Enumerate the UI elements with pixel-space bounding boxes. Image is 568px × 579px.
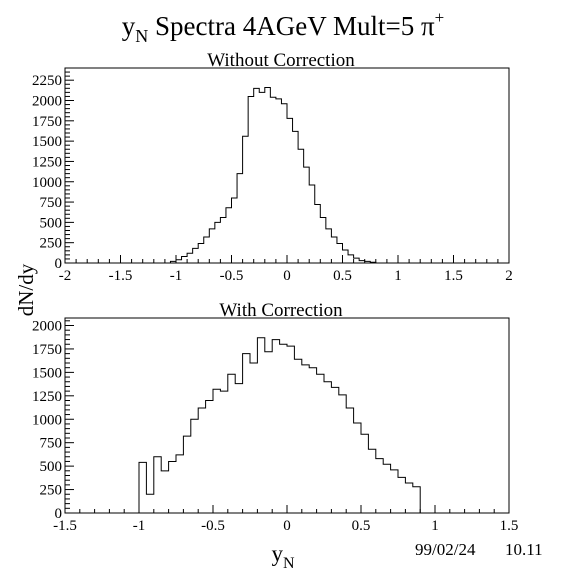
- y-tick-label: 250: [40, 236, 63, 252]
- y-tick-label: 2000: [32, 319, 62, 335]
- title-subscript: N: [135, 26, 148, 46]
- y-axis-label: dN/dy: [14, 263, 38, 316]
- y-tick-label: 2000: [32, 94, 62, 110]
- y-tick-label: 750: [40, 436, 63, 452]
- y-tick-label: 750: [40, 195, 63, 211]
- plot-frame: [64, 67, 510, 264]
- x-axis-label: yN: [271, 541, 295, 572]
- histogram-with-correction: [138, 337, 421, 513]
- x-tick-label: -1: [170, 268, 183, 284]
- x-tick-label: -0.5: [220, 268, 244, 284]
- plot-frame: [64, 317, 510, 514]
- x-tick-label: 0.5: [352, 518, 371, 534]
- title-superscript: +: [435, 8, 445, 27]
- xlabel-subscript: N: [283, 555, 295, 572]
- date-stamp: 99/02/24: [415, 540, 476, 559]
- x-tick-label: 0: [283, 518, 291, 534]
- x-tick-label: 1.5: [444, 268, 463, 284]
- x-tick-label: -1: [133, 518, 146, 534]
- x-tick-label: 0: [283, 268, 291, 284]
- y-tick-label: 0: [55, 256, 63, 272]
- y-tick-label: 1750: [32, 342, 62, 358]
- tick-labels: -1.5 -1 -0.5 0 0.5 1 1.5 0 250 500 750 1000 1250 1500…: [32, 319, 518, 535]
- tick-labels: -2 -1.5 -1 -0.5 0 0.5 1 1.5 2 0 250 500 750 1000 1250 1…: [32, 73, 513, 284]
- xlabel-y: y: [271, 541, 283, 566]
- y-tick-label: 1500: [32, 134, 62, 150]
- x-tick-label: 1: [394, 268, 402, 284]
- panel-with-correction: With Correction -1.5 -1 -0.5 0 0.5 1 1.5 0 250 50…: [32, 300, 518, 534]
- figure-title: yN Spectra 4AGeV Mult=5 π+: [122, 8, 444, 46]
- y-tick-label: 2250: [32, 73, 62, 89]
- histogram-without-correction: [169, 87, 377, 263]
- panel-without-correction: Without Correction -2 -1.5 -1 -0.5 0 0.5 1 1.5 2…: [32, 50, 513, 284]
- panel-title-with-correction: With Correction: [219, 300, 343, 321]
- time-stamp: 10.11: [505, 540, 543, 559]
- x-tick-label: -1.5: [53, 518, 77, 534]
- y-tick-label: 500: [40, 459, 63, 475]
- title-y: y: [122, 11, 136, 41]
- x-tick-label: 1: [431, 518, 439, 534]
- y-tick-label: 250: [40, 483, 63, 499]
- axis-ticks: [64, 320, 510, 514]
- title-text: Spectra 4AGeV Mult=5 π: [148, 11, 435, 41]
- x-tick-label: 0.5: [333, 268, 352, 284]
- y-tick-label: 1000: [32, 412, 62, 428]
- axis-ticks: [64, 67, 510, 264]
- y-tick-label: 1750: [32, 114, 62, 130]
- y-tick-label: 1500: [32, 365, 62, 381]
- x-tick-label: -1.5: [109, 268, 133, 284]
- x-tick-label: -2: [59, 268, 72, 284]
- x-tick-label: -0.5: [201, 518, 225, 534]
- y-tick-label: 1250: [32, 154, 62, 170]
- y-tick-label: 500: [40, 215, 63, 231]
- y-tick-label: 1250: [32, 389, 62, 405]
- y-tick-label: 1000: [32, 175, 62, 191]
- x-tick-label: 2: [505, 268, 513, 284]
- x-tick-label: 1.5: [500, 518, 519, 534]
- y-tick-label: 0: [55, 506, 63, 522]
- panel-title-without-correction: Without Correction: [207, 50, 355, 71]
